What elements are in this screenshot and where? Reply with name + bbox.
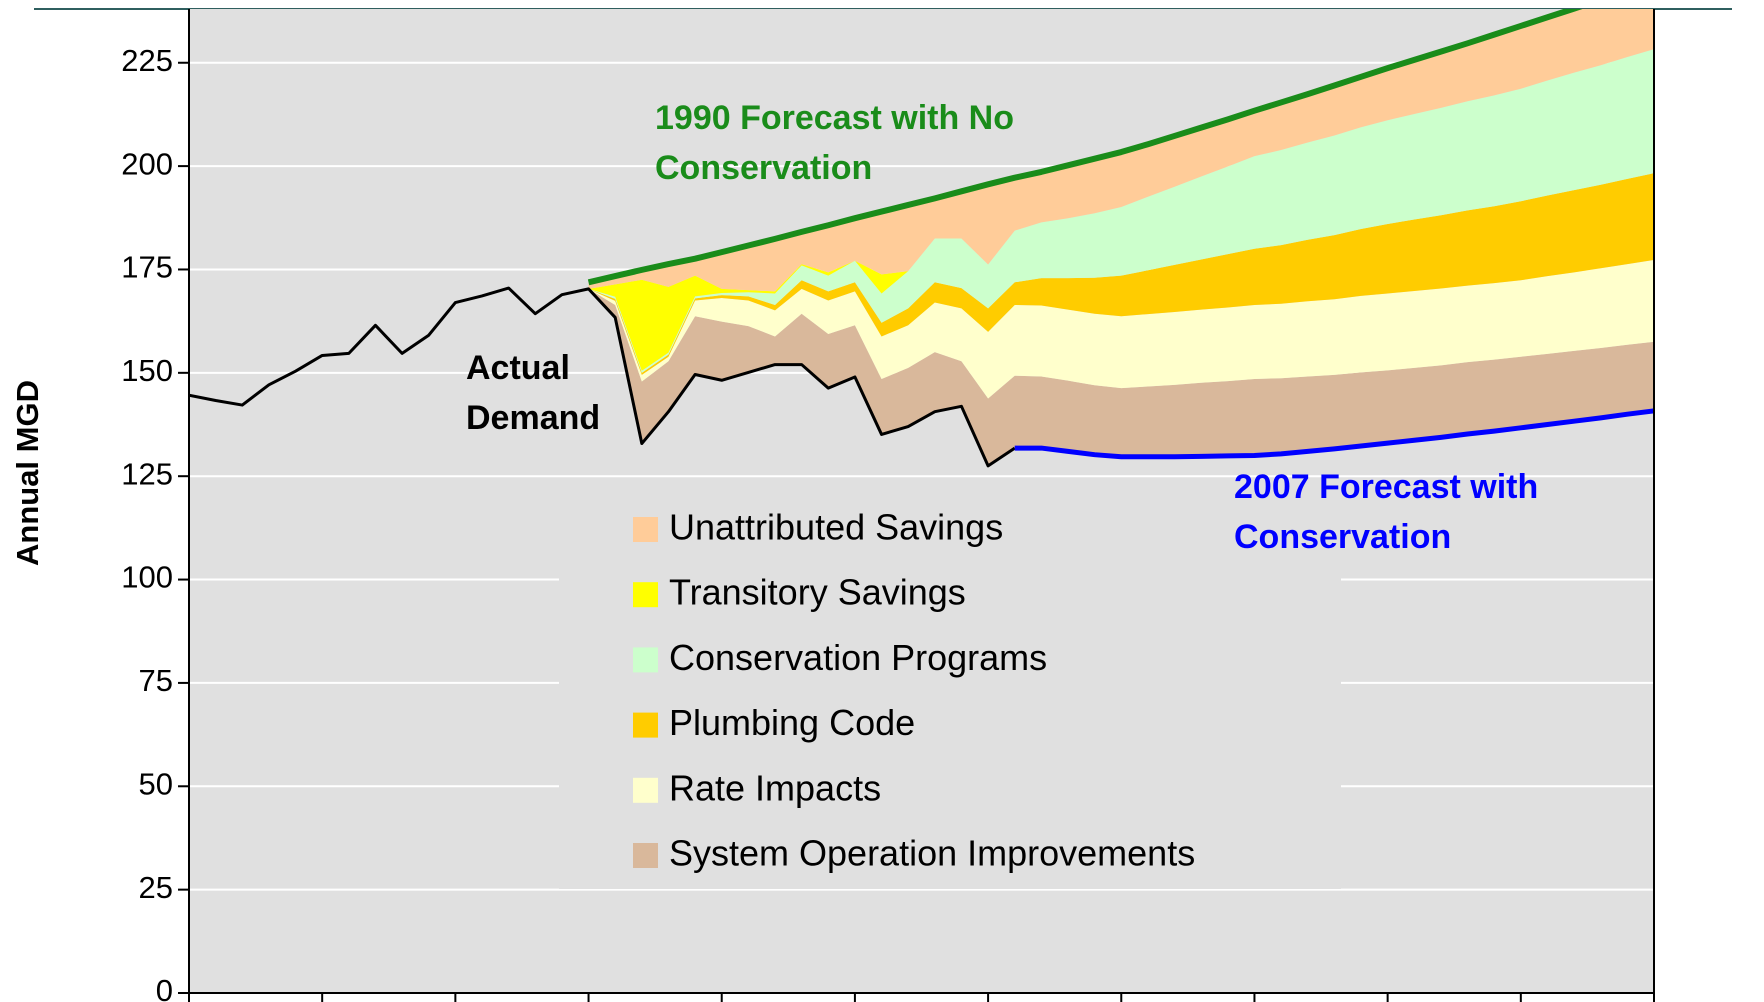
series-annotation: 1990 Forecast with No Conservation	[655, 99, 1015, 187]
legend-box	[559, 495, 1341, 889]
series-line	[1014, 408, 1654, 460]
legend-label: Unattributed Savings	[669, 507, 1003, 548]
y-axis-title: Annual MGD	[10, 380, 45, 566]
legend-label: Rate Impacts	[669, 767, 881, 808]
series-line	[189, 286, 1016, 468]
y-tick-label: 100	[121, 560, 173, 595]
y-tick-label: 25	[139, 870, 173, 905]
legend-swatch	[633, 517, 658, 542]
legend-swatch	[633, 712, 658, 738]
series-line	[587, 9, 1583, 286]
y-tick-label: 150	[121, 353, 173, 388]
legend: Unattributed Savings Transitory Savings Co…	[559, 495, 1341, 889]
y-tick-label: 75	[139, 663, 173, 698]
axes: 0 25 50 75 100 125 150 175 200 225	[121, 9, 1655, 1002]
y-tick-label: 125	[121, 456, 173, 491]
stack-area	[588, 259, 1654, 399]
legend-swatch	[633, 777, 658, 803]
series-annotation: Actual Demand	[466, 349, 601, 437]
stack-area	[588, 173, 1654, 375]
legend-swatch	[633, 647, 658, 673]
legend-label: Plumbing Code	[669, 702, 915, 743]
y-tick-label: 200	[121, 146, 173, 181]
legend-label: Transitory Savings	[669, 572, 966, 613]
series-annotation: 2007 Forecast with Conservation	[1234, 468, 1539, 556]
y-tick-label: 0	[156, 973, 173, 1002]
stack-area	[588, 288, 1654, 466]
y-tick-label: 225	[121, 43, 173, 78]
y-tick-label: 175	[121, 250, 173, 285]
legend-swatch	[633, 582, 658, 608]
y-tick-label: 50	[139, 766, 173, 801]
legend-label: System Operation Improvements	[669, 833, 1195, 874]
legend-swatch	[633, 843, 658, 868]
lines	[189, 9, 1654, 468]
stack-area	[588, 49, 1654, 373]
legend-label: Conservation Programs	[669, 637, 1047, 678]
